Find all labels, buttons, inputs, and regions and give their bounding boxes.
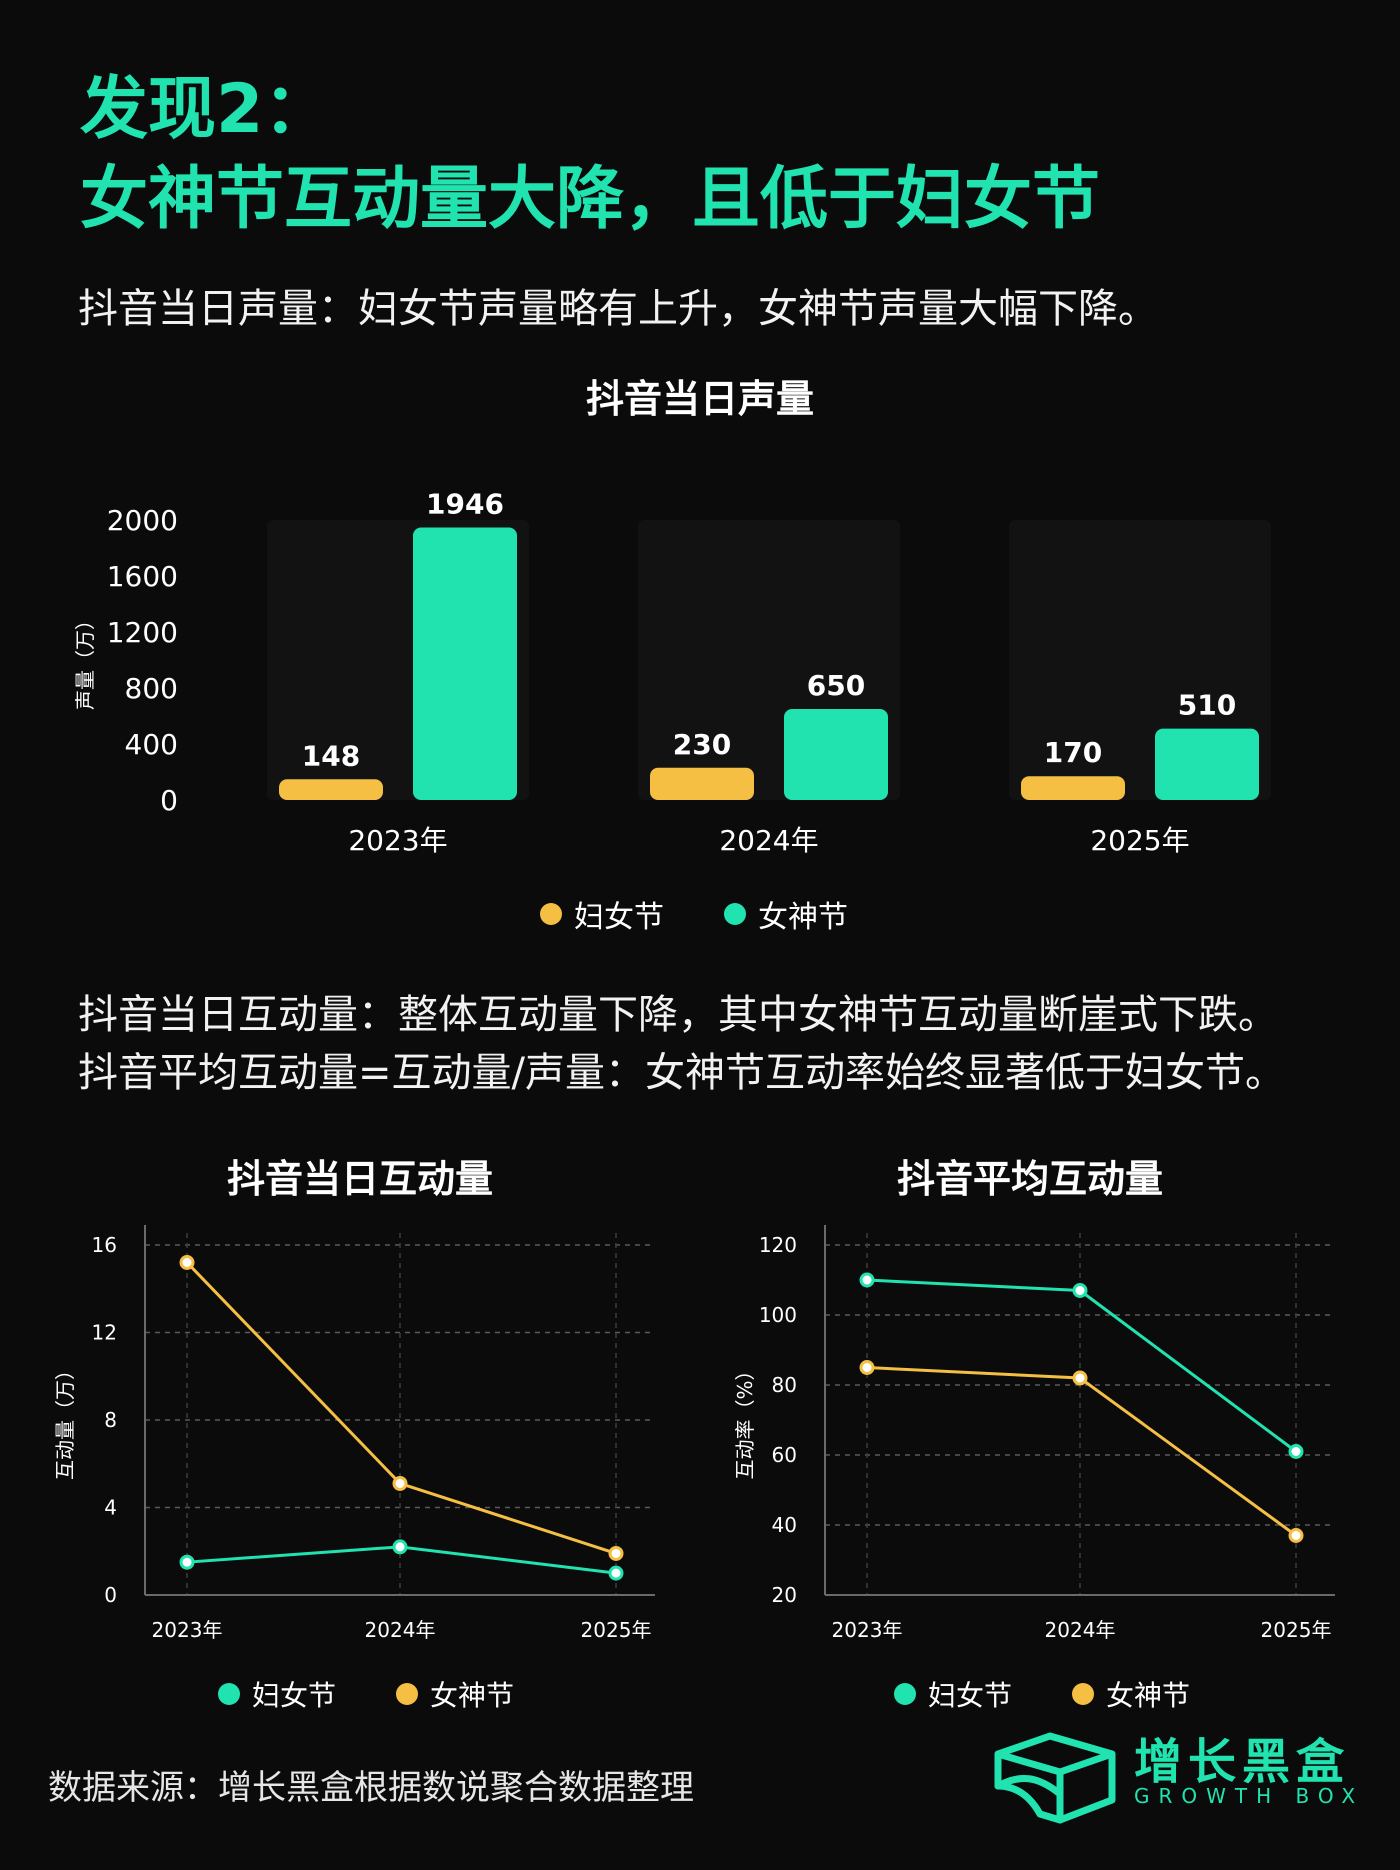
- x-tick-label: 2023年: [348, 824, 447, 857]
- bar-value-label: 650: [807, 669, 865, 702]
- data-point: [392, 1539, 408, 1555]
- y-tick-label: 40: [772, 1513, 797, 1537]
- y-tick-label: 12: [92, 1321, 117, 1345]
- legend-label-nvshenjie: 女神节: [1106, 1679, 1191, 1712]
- bar: [279, 779, 383, 800]
- legend-item-nvshenjie: 女神节: [724, 892, 848, 936]
- page-title-line-1: 发现2：: [80, 70, 332, 149]
- bar-value-label: 510: [1178, 689, 1236, 722]
- legend-item-funvjie: 妇女节: [894, 1674, 1012, 1714]
- bar: [1021, 776, 1125, 800]
- bar-value-label: 148: [302, 739, 360, 772]
- data-point: [179, 1255, 195, 1270]
- y-tick-label: 0: [104, 1583, 117, 1607]
- series-line: [185, 1261, 617, 1555]
- y-axis-label: 互动率（%）: [733, 1360, 757, 1479]
- logo-text-en: GROWTH BOX: [1134, 1784, 1365, 1808]
- y-tick-label: 1200: [107, 616, 178, 649]
- y-tick-label: 120: [759, 1233, 797, 1257]
- series-line: [866, 1366, 1297, 1537]
- data-point: [392, 1475, 408, 1491]
- y-axis-label: 互动量（万）: [53, 1360, 77, 1480]
- x-tick-label: 2025年: [1090, 824, 1189, 857]
- y-tick-label: 0: [160, 784, 178, 817]
- data-point: [1288, 1444, 1304, 1459]
- bar-value-label: 230: [673, 728, 731, 761]
- legend-dot-nvshenjie: [1072, 1683, 1095, 1705]
- legend-dot-nvshenjie: [396, 1683, 419, 1705]
- data-point: [859, 1272, 875, 1288]
- y-tick-label: 100: [759, 1303, 797, 1327]
- bar: [1155, 728, 1259, 800]
- line-chart-2-legend: 妇女节 女神节: [894, 1674, 1190, 1714]
- data-point: [1072, 1370, 1088, 1386]
- summary-paragraph-volume: 抖音当日声量：妇女节声量略有上升，女神节声量大幅下降。: [78, 286, 1158, 332]
- y-tick-label: 60: [772, 1443, 797, 1467]
- legend-item-funvjie: 妇女节: [540, 892, 664, 936]
- y-tick-label: 400: [125, 728, 178, 761]
- x-tick-label: 2023年: [152, 1618, 223, 1642]
- legend-item-nvshenjie: 女神节: [396, 1674, 514, 1714]
- x-tick-label: 2024年: [1045, 1618, 1116, 1642]
- logo-text-cn: 增长黑盒: [1134, 1734, 1351, 1790]
- y-tick-label: 16: [92, 1233, 117, 1257]
- y-tick-label: 1600: [107, 560, 178, 593]
- data-point: [1072, 1283, 1088, 1298]
- volume-bar-chart: 0 400 800 1200 1600 2000 声量（万） 148 1946 2023年 230 6…: [73, 488, 1271, 857]
- legend-dot-funvjie: [218, 1683, 240, 1705]
- data-point: [179, 1554, 195, 1570]
- bar-value-label: 1946: [426, 488, 504, 521]
- y-tick-label: 4: [104, 1496, 117, 1520]
- x-tick-label: 2025年: [1261, 1618, 1332, 1642]
- legend-label-funvjie: 妇女节: [252, 1679, 337, 1712]
- line-chart-2-title: 抖音平均互动量: [896, 1157, 1163, 1201]
- page-title-line-2: 女神节互动量大降，且低于妇女节: [80, 160, 1101, 239]
- avg-interaction-line-chart: 20 40 60 80 100 120 互动率（%） 2023年 2024年 2025年: [733, 1225, 1335, 1642]
- legend-label-nvshenjie: 女神节: [430, 1679, 515, 1712]
- bar: [650, 767, 754, 800]
- x-tick-label: 2023年: [832, 1618, 903, 1642]
- growth-box-logo: 增长黑盒 GROWTH BOX: [990, 1722, 1355, 1832]
- data-point: [608, 1545, 624, 1561]
- bar: [413, 527, 517, 800]
- bar: [784, 709, 888, 800]
- legend-item-nvshenjie: 女神节: [1072, 1674, 1190, 1714]
- summary-paragraph-avg-interaction: 抖音平均互动量=互动量/声量：女神节互动率始终显著低于妇女节。: [78, 1050, 1285, 1096]
- line-chart-1-title: 抖音当日互动量: [226, 1157, 493, 1201]
- data-source-footer: 数据来源：增长黑盒根据数说聚合数据整理: [48, 1768, 694, 1808]
- bar-chart-legend: 妇女节 女神节: [540, 892, 848, 936]
- legend-dot-funvjie: [540, 903, 562, 925]
- bar-chart-title: 抖音当日声量: [585, 377, 814, 421]
- x-tick-label: 2025年: [581, 1618, 652, 1642]
- box-logo-icon: [994, 1732, 1116, 1824]
- bar-value-label: 170: [1044, 736, 1102, 769]
- legend-label-nvshenjie: 女神节: [758, 900, 848, 935]
- legend-dot-nvshenjie: [724, 903, 746, 925]
- line-chart-1-legend: 妇女节 女神节: [218, 1674, 514, 1714]
- y-axis-label: 声量（万）: [73, 610, 97, 710]
- interaction-line-chart: 0 4 8 12 16 互动量（万） 2023年 2024年 2025年: [53, 1225, 655, 1642]
- y-tick-label: 8: [104, 1408, 117, 1432]
- y-tick-label: 80: [772, 1373, 797, 1397]
- data-point: [608, 1565, 624, 1581]
- y-tick-label: 20: [772, 1583, 797, 1607]
- legend-item-funvjie: 妇女节: [218, 1674, 336, 1714]
- y-tick-label: 2000: [107, 504, 178, 537]
- data-point: [859, 1360, 875, 1375]
- data-point: [1288, 1528, 1304, 1543]
- series-line: [866, 1278, 1297, 1453]
- x-tick-label: 2024年: [365, 1618, 436, 1642]
- legend-label-funvjie: 妇女节: [928, 1679, 1013, 1712]
- legend-dot-funvjie: [894, 1683, 916, 1705]
- legend-label-funvjie: 妇女节: [574, 900, 664, 935]
- summary-paragraph-interaction: 抖音当日互动量：整体互动量下降，其中女神节互动量断崖式下跌。: [78, 992, 1278, 1038]
- x-tick-label: 2024年: [719, 824, 818, 857]
- y-tick-label: 800: [125, 672, 178, 705]
